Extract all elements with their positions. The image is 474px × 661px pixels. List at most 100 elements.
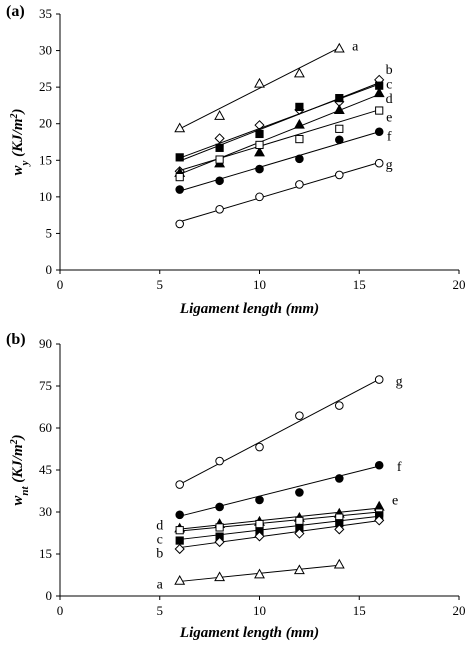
data-point-a <box>174 122 186 133</box>
data-point-b <box>254 531 265 542</box>
y-label-superscript: 2 <box>9 114 20 120</box>
data-point-d <box>254 146 265 157</box>
data-point-f <box>215 176 224 186</box>
data-point-f <box>295 154 304 164</box>
x-tick-label: 5 <box>157 603 164 618</box>
series-label-e: e <box>392 493 398 508</box>
series-label-d: d <box>386 92 393 107</box>
data-point-f <box>374 460 384 470</box>
y-tick-label: 0 <box>46 588 53 603</box>
series-d <box>175 508 384 535</box>
panel-label: (b) <box>6 331 26 348</box>
data-point-d <box>293 118 305 129</box>
trend-line-c <box>179 515 380 540</box>
y-tick-label: 15 <box>39 152 52 167</box>
data-point-g <box>255 192 264 202</box>
data-point-g <box>255 442 264 452</box>
series-f <box>175 460 384 520</box>
y-tick-label: 10 <box>39 189 52 204</box>
series-label-f: f <box>387 129 392 144</box>
y-tick-label: 75 <box>39 378 52 393</box>
data-point-f <box>335 474 344 483</box>
trend-line-d <box>179 93 380 175</box>
trend-line-f <box>179 465 380 517</box>
data-point-c <box>175 153 184 162</box>
y-tick-label: 0 <box>46 262 53 277</box>
series-f <box>175 127 384 194</box>
y-tick-label: 35 <box>39 6 52 21</box>
data-point-f <box>374 127 384 137</box>
data-point-a <box>254 77 265 88</box>
x-tick-label: 5 <box>157 277 164 292</box>
trend-line-g <box>179 162 380 223</box>
data-point-c <box>255 129 264 139</box>
data-point-d <box>255 519 264 529</box>
series-a <box>174 558 345 585</box>
data-point-a <box>333 42 345 53</box>
y-axis-label: wnt (KJ/m2) <box>9 434 32 505</box>
data-point-a <box>174 574 186 585</box>
data-point-a <box>293 67 305 78</box>
data-point-e <box>175 173 184 182</box>
data-point-f <box>175 510 184 520</box>
data-point-a <box>254 568 265 579</box>
series-label-g: g <box>396 374 403 389</box>
series-label-a: a <box>157 577 164 592</box>
data-point-a <box>214 571 226 582</box>
data-point-a <box>293 564 305 575</box>
data-point-c <box>335 94 344 103</box>
trend-line-a <box>179 47 340 130</box>
data-point-a <box>333 558 345 569</box>
series-b <box>174 515 385 555</box>
series-label-f: f <box>397 460 402 475</box>
y-label-symbol: w <box>10 495 26 506</box>
data-point-g <box>215 204 224 214</box>
series-label-e: e <box>386 110 392 125</box>
y-tick-label: 30 <box>39 504 52 519</box>
series-e <box>175 106 384 182</box>
data-point-d <box>373 87 385 98</box>
y-label-units: (KJ/m <box>10 119 26 161</box>
y-tick-label: 30 <box>39 43 52 58</box>
series-label-b: b <box>386 63 393 78</box>
data-point-b <box>174 543 185 555</box>
x-tick-label: 10 <box>253 603 266 618</box>
y-tick-label: 60 <box>39 420 52 435</box>
data-point-e <box>295 134 304 144</box>
data-point-e <box>375 106 384 115</box>
data-point-e <box>215 155 224 164</box>
data-point-g <box>175 480 184 489</box>
data-point-f <box>215 502 224 512</box>
y-label-subscript: y <box>19 160 31 167</box>
panel-b: 0 15 30 45 60 75 90 0 5 10 15 20 (b) Ligament length … <box>6 331 466 641</box>
series-label-d: d <box>156 519 163 534</box>
data-point-g <box>215 456 224 466</box>
data-point-c <box>295 102 304 111</box>
data-point-g <box>374 375 384 384</box>
data-point-c <box>175 536 184 545</box>
y-label-superscript: 2 <box>9 439 20 445</box>
data-point-c <box>215 143 224 152</box>
data-point-g <box>175 219 184 229</box>
trend-line-g <box>179 378 380 485</box>
data-point-g <box>374 158 384 168</box>
series-a <box>174 42 345 133</box>
series-label-a: a <box>352 39 359 54</box>
x-tick-label: 15 <box>353 277 366 292</box>
series-label-g: g <box>386 158 393 173</box>
data-point-a <box>214 110 226 120</box>
y-tick-label: 5 <box>46 225 53 240</box>
trend-line-b <box>179 520 380 549</box>
y-label-subscript: nt <box>19 486 31 496</box>
series-label-b: b <box>156 547 163 562</box>
x-tick-label: 15 <box>353 603 366 618</box>
data-point-g <box>335 401 344 410</box>
data-point-g <box>295 180 304 189</box>
y-tick-label: 90 <box>39 336 52 351</box>
y-axis-label: wy (KJ/m2) <box>9 109 32 176</box>
data-point-f <box>335 135 344 145</box>
data-point-e <box>255 140 264 150</box>
y-label-symbol: w <box>10 165 26 176</box>
